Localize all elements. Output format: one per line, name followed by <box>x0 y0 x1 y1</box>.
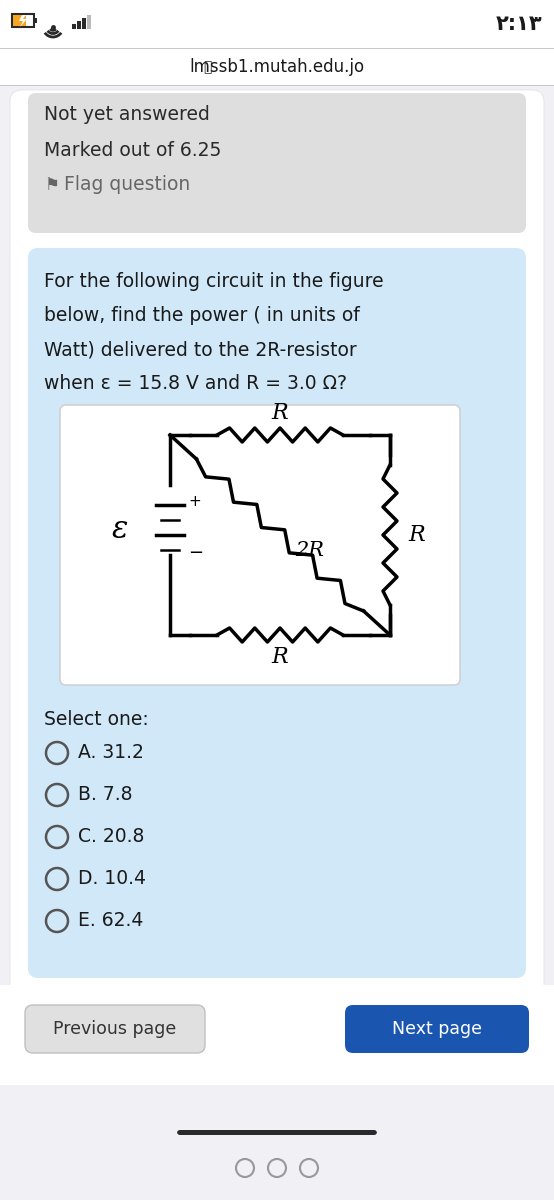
Text: 2R: 2R <box>295 540 324 559</box>
Text: Watt) delivered to the 2R-resistor: Watt) delivered to the 2R-resistor <box>44 340 357 359</box>
Bar <box>0 1085 554 1200</box>
Text: −: − <box>188 544 203 562</box>
Text: ⚑: ⚑ <box>44 176 59 194</box>
Text: 🔒: 🔒 <box>203 60 211 74</box>
Text: when ε = 15.8 V and R = 3.0 Ω?: when ε = 15.8 V and R = 3.0 Ω? <box>44 374 347 392</box>
Text: A. 31.2: A. 31.2 <box>78 744 144 762</box>
Text: ε: ε <box>112 515 128 546</box>
Text: ٢:١٣: ٢:١٣ <box>495 14 542 34</box>
FancyBboxPatch shape <box>28 92 526 233</box>
Text: E. 62.4: E. 62.4 <box>78 912 143 930</box>
Text: Flag question: Flag question <box>64 175 190 194</box>
FancyBboxPatch shape <box>345 1006 529 1054</box>
FancyBboxPatch shape <box>177 1130 377 1135</box>
Bar <box>82 18 86 29</box>
Text: +: + <box>188 494 201 510</box>
Text: Marked out of 6.25: Marked out of 6.25 <box>44 140 222 160</box>
Bar <box>0 0 554 48</box>
Bar <box>72 24 76 29</box>
Bar <box>12 14 34 26</box>
FancyBboxPatch shape <box>25 1006 205 1054</box>
FancyBboxPatch shape <box>10 90 544 1150</box>
Polygon shape <box>19 14 27 26</box>
Text: C. 20.8: C. 20.8 <box>78 828 145 846</box>
Bar <box>0 49 554 85</box>
Text: Select one:: Select one: <box>44 710 149 728</box>
Bar <box>87 14 91 29</box>
FancyBboxPatch shape <box>60 404 460 685</box>
Bar <box>0 985 554 1085</box>
Text: Previous page: Previous page <box>53 1020 177 1038</box>
Bar <box>13 14 26 26</box>
Text: For the following circuit in the figure: For the following circuit in the figure <box>44 272 383 290</box>
Text: B. 7.8: B. 7.8 <box>78 786 132 804</box>
Text: R: R <box>271 646 289 668</box>
Text: below, find the power ( in units of: below, find the power ( in units of <box>44 306 360 325</box>
Text: Not yet answered: Not yet answered <box>44 106 210 125</box>
Text: lmssb1.mutah.edu.jo: lmssb1.mutah.edu.jo <box>189 58 365 76</box>
Text: R: R <box>271 402 289 424</box>
Text: Next page: Next page <box>392 1020 482 1038</box>
Text: D. 10.4: D. 10.4 <box>78 870 146 888</box>
Bar <box>77 20 81 29</box>
FancyBboxPatch shape <box>28 248 526 978</box>
Bar <box>34 18 37 23</box>
Text: R: R <box>408 524 425 546</box>
